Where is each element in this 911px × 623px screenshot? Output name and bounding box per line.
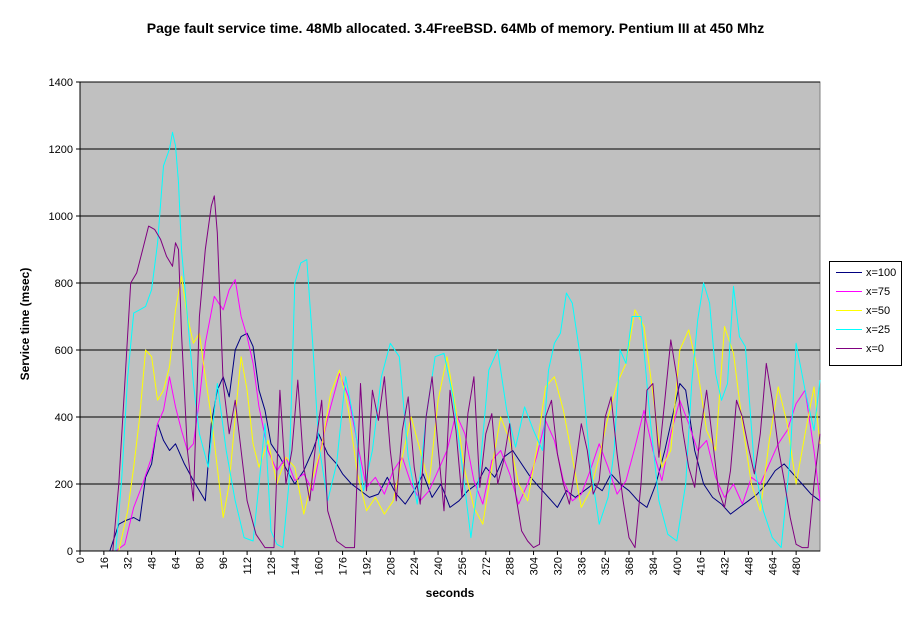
- x-tick-label: 32: [123, 557, 135, 569]
- x-tick-label: 400: [672, 557, 684, 575]
- series-line-1: [80, 279, 821, 552]
- x-tick-label: 16: [99, 557, 111, 569]
- x-tick-label: 288: [505, 557, 517, 575]
- y-axis-title: Service time (msec): [18, 267, 32, 381]
- y-tick-label: 1000: [49, 211, 73, 223]
- legend-label: x=100: [866, 267, 897, 279]
- y-tick-label: 0: [67, 546, 73, 558]
- x-tick-label: 208: [385, 557, 397, 575]
- x-tick-label: 112: [242, 557, 254, 575]
- legend-label: x=75: [866, 286, 891, 298]
- x-tick-label: 80: [194, 557, 206, 569]
- series-lines: [80, 131, 821, 552]
- x-tick-label: 272: [481, 557, 493, 575]
- grid-lines: [80, 81, 820, 485]
- axes: 0 200 400 600 800 1000 1200 1400 0 16 32 48 64 80 96 11…: [49, 77, 820, 575]
- x-tick-label: 96: [218, 557, 230, 569]
- legend-swatch: [836, 291, 862, 292]
- x-tick-label: 416: [696, 557, 708, 575]
- x-tick-label: 240: [433, 557, 445, 575]
- legend-entry: x=75: [836, 285, 900, 299]
- legend-entry: x=25: [836, 323, 900, 337]
- x-tick-label: 176: [338, 557, 350, 575]
- legend-label: x=25: [866, 324, 891, 336]
- legend-swatch: [836, 348, 862, 349]
- legend-label: x=50: [866, 305, 891, 317]
- x-tick-label: 448: [743, 557, 755, 575]
- series-line-0: [80, 332, 821, 552]
- x-tick-label: 304: [529, 557, 541, 575]
- x-tick-label: 368: [624, 557, 636, 575]
- legend-label: x=0: [866, 343, 885, 355]
- x-tick-label: 192: [361, 557, 373, 575]
- x-tick-label: 224: [409, 557, 421, 575]
- legend-entry: x=50: [836, 304, 900, 318]
- series-line-3: [80, 131, 821, 552]
- x-tick-label: 352: [600, 557, 612, 575]
- x-tick-label: 320: [552, 557, 564, 575]
- y-tick-label: 800: [55, 278, 73, 290]
- y-tick-label: 600: [55, 345, 73, 357]
- y-tick-label: 200: [55, 479, 73, 491]
- legend-swatch: [836, 329, 862, 330]
- x-tick-label: 64: [170, 557, 182, 569]
- x-tick-label: 464: [767, 557, 779, 575]
- x-tick-label: 128: [266, 557, 278, 575]
- x-axis-title: seconds: [425, 586, 475, 600]
- y-tick-label: 1400: [49, 77, 73, 89]
- x-tick-label: 160: [314, 557, 326, 575]
- x-tick-label: 384: [648, 557, 660, 575]
- legend: x=100 x=75 x=50 x=25 x=0: [829, 261, 902, 366]
- chart-title: Page fault service time. 48Mb allocated.…: [146, 20, 765, 36]
- legend-swatch: [836, 272, 862, 273]
- legend-entry: x=100: [836, 266, 900, 280]
- series-line-2: [80, 275, 821, 552]
- x-tick-label: 432: [720, 557, 732, 575]
- x-tick-label: 336: [576, 557, 588, 575]
- legend-entry: x=0: [836, 342, 900, 356]
- x-tick-label: 480: [791, 557, 803, 575]
- y-tick-label: 1200: [49, 144, 73, 156]
- x-tick-label: 256: [457, 557, 469, 575]
- x-tick-label: 48: [147, 557, 159, 569]
- series-line-4: [80, 195, 821, 552]
- x-tick-label: 0: [75, 557, 87, 563]
- x-tick-label: 144: [290, 557, 302, 575]
- legend-swatch: [836, 310, 862, 311]
- y-tick-label: 400: [55, 412, 73, 424]
